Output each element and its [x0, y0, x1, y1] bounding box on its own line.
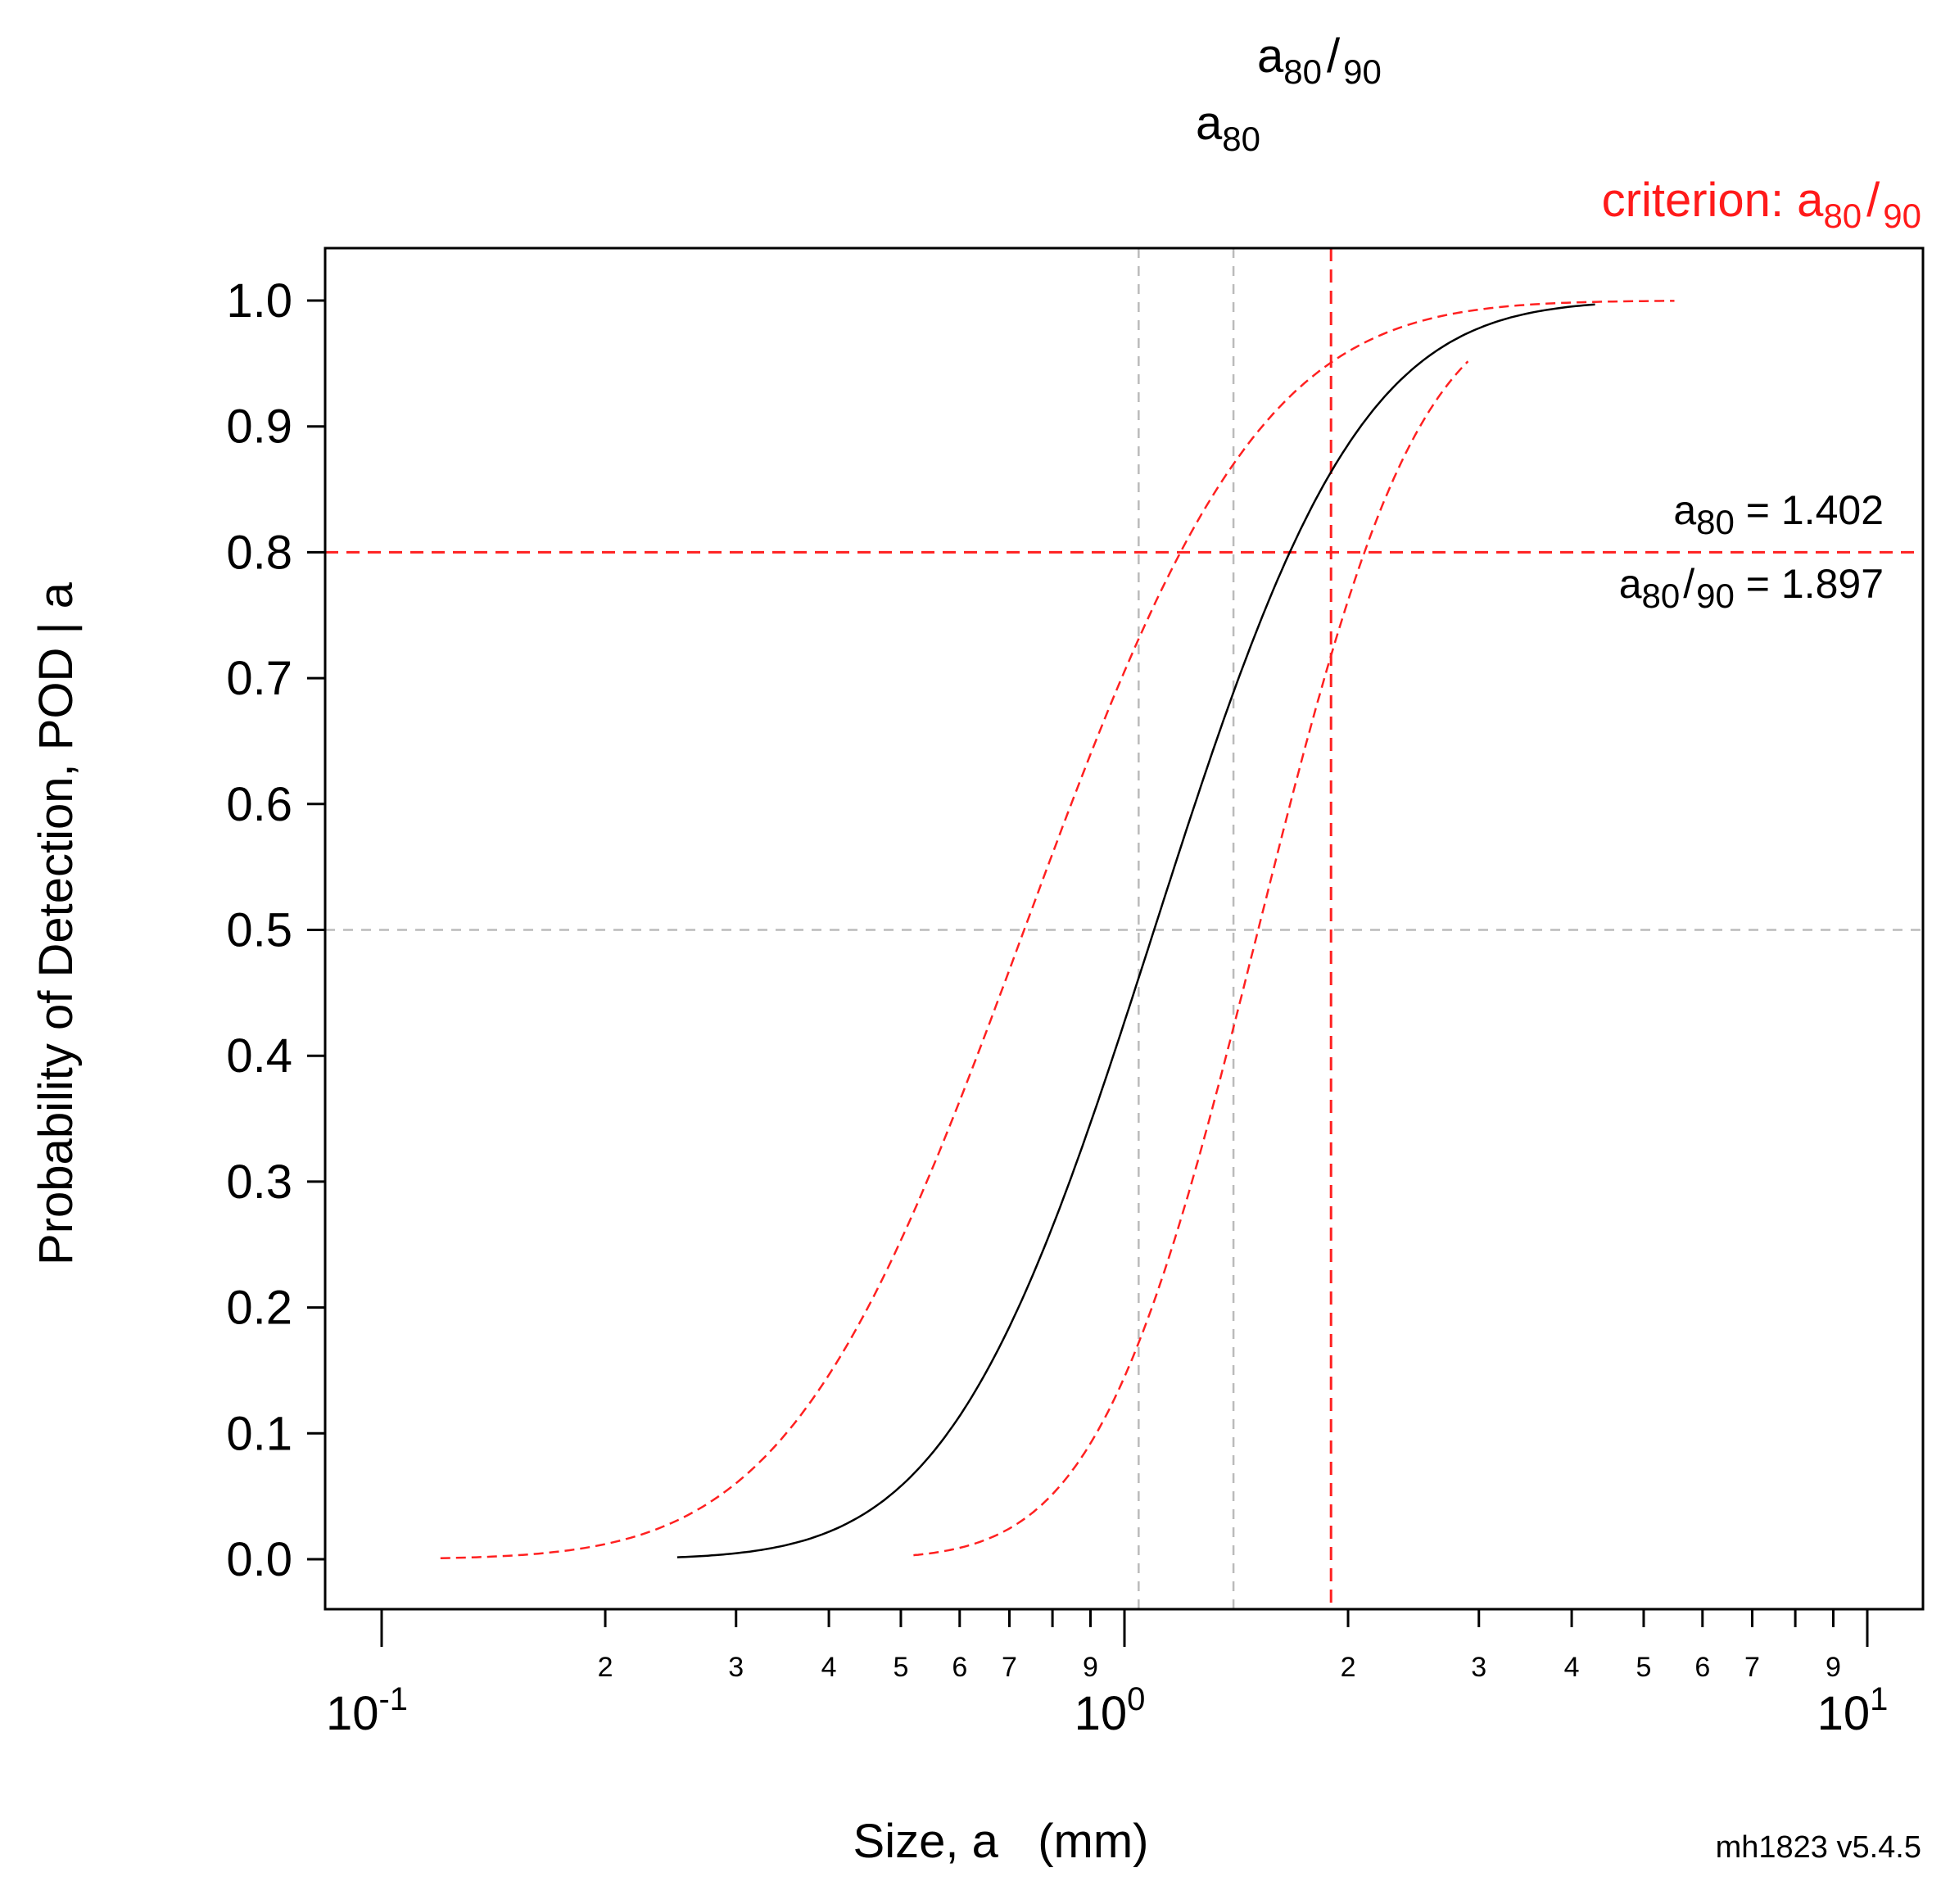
y-tick-label: 0.5	[226, 904, 292, 957]
x-minor-tick-label: 3	[728, 1652, 744, 1683]
upper-bound-curve	[913, 360, 1469, 1557]
x-minor-tick-label: 3	[1471, 1652, 1486, 1683]
x-axis: 10-1 100 101 2 3 4 5 6 7 9 2 3 4 5 6 7 9	[326, 1608, 1889, 1740]
x-decade-label: 10-1	[326, 1681, 408, 1740]
y-tick-label: 0.8	[226, 526, 292, 579]
x-decade-label: 100	[1075, 1681, 1146, 1740]
x-minor-tick-label: 7	[1002, 1652, 1017, 1683]
x-minor-tick-label: 5	[894, 1652, 909, 1683]
x-axis-title: Size, a (mm)	[853, 1815, 1149, 1868]
y-axis-title: Probability of Detection, POD | a	[29, 581, 83, 1265]
y-tick-label: 0.6	[226, 778, 292, 831]
a80-90-value-label: a80/90 = 1.897	[1619, 561, 1884, 615]
x-minor-tick-label: 9	[1826, 1652, 1841, 1683]
x-minor-tick-label: 6	[1694, 1652, 1710, 1683]
x-minor-tick-label: 9	[1083, 1652, 1098, 1683]
y-tick-label: 0.0	[226, 1533, 292, 1586]
x-minor-tick-label: 4	[1564, 1652, 1580, 1683]
y-tick-label: 0.4	[226, 1029, 292, 1083]
y-tick-label: 0.1	[226, 1407, 292, 1460]
version-label: mh1823 v5.4.5	[1716, 1830, 1921, 1865]
top-label-a80-90: a80/90	[1257, 29, 1382, 91]
y-tick-label: 0.7	[226, 652, 292, 705]
x-minor-tick-label: 7	[1744, 1652, 1760, 1683]
y-tick-label: 0.2	[226, 1282, 292, 1335]
plot-frame	[323, 246, 1925, 1611]
y-axis: 0.0 0.1 0.2 0.3 0.4 0.5 0.6 0.7 0.8 0.9 1.0	[226, 274, 325, 1586]
reference-lines	[325, 248, 1923, 1609]
y-tick-label: 1.0	[226, 274, 292, 328]
lower-bound-curve	[440, 300, 1675, 1559]
x-minor-tick-label: 2	[1341, 1652, 1356, 1683]
y-tick-label: 0.3	[226, 1156, 292, 1209]
pod-curves	[440, 300, 1675, 1559]
pod-curve	[676, 303, 1595, 1558]
a80-value-label: a80 = 1.402	[1673, 487, 1884, 541]
x-decade-label: 101	[1817, 1681, 1889, 1740]
y-tick-label: 0.9	[226, 400, 292, 454]
top-label-a80: a80	[1196, 97, 1260, 158]
x-minor-tick-label: 6	[952, 1652, 967, 1683]
criterion-label: criterion: a80/90	[1602, 174, 1921, 235]
x-minor-tick-label: 2	[598, 1652, 613, 1683]
x-minor-tick-label: 4	[821, 1652, 837, 1683]
x-minor-tick-label: 5	[1636, 1652, 1652, 1683]
